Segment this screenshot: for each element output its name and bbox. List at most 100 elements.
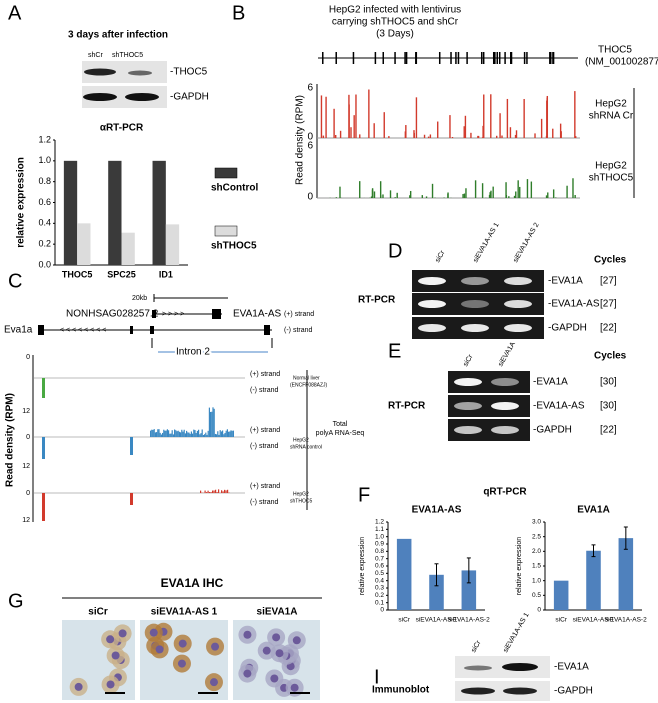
coverage-spike	[166, 429, 168, 437]
coverage-spike	[150, 430, 152, 437]
band	[454, 378, 482, 386]
coverage-spike	[181, 429, 183, 437]
coverage-spike	[555, 197, 557, 198]
coverage-spike	[163, 429, 165, 437]
coverage-spike	[162, 432, 164, 437]
coverage-spike	[209, 491, 211, 493]
method: RT-PCR	[388, 401, 426, 412]
exon	[552, 52, 555, 64]
nucleus	[106, 635, 115, 644]
y-label: Read density (RPM)	[295, 95, 306, 185]
exon	[523, 52, 526, 64]
image-label: siCr	[88, 607, 108, 618]
tick-label: 0	[307, 132, 313, 143]
coverage-spike	[421, 195, 424, 198]
bar	[553, 580, 569, 610]
y-tick-label: 1.0	[38, 155, 51, 165]
exon	[404, 52, 406, 64]
coverage-spike	[370, 196, 373, 198]
coverage-spike	[206, 492, 208, 493]
coverage-spike	[382, 194, 384, 198]
coverage-spike	[227, 489, 229, 493]
nucleus	[275, 649, 284, 658]
coverage-spike	[230, 430, 232, 437]
gene-model	[322, 52, 555, 64]
exon	[455, 52, 457, 64]
band	[128, 70, 152, 76]
nucleus	[155, 645, 164, 654]
coverage-spike	[213, 408, 215, 437]
lane-label: shCr	[88, 52, 103, 59]
coverage-spike	[178, 431, 180, 437]
coverage-spike	[509, 127, 512, 138]
band	[461, 687, 495, 695]
track-label: shTHOC5	[589, 173, 634, 184]
exon	[494, 52, 496, 64]
coverage-spike	[216, 434, 218, 437]
coverage-spike	[206, 434, 208, 437]
band-label: -THOC5	[170, 67, 208, 78]
coverage-spike	[413, 130, 415, 138]
band	[83, 93, 117, 101]
y-tick-label: 0.1	[375, 599, 384, 606]
nucleus	[262, 646, 271, 655]
y-tick-label: 0.8	[38, 176, 51, 186]
gel	[412, 270, 544, 339]
gel-strip	[448, 371, 530, 393]
coverage-spike	[534, 133, 536, 138]
coverage-spike	[192, 433, 194, 437]
coverage-spike	[496, 135, 498, 138]
band	[461, 324, 489, 332]
y-tick-label: 1.0	[375, 533, 384, 540]
band	[454, 426, 482, 434]
lane-label: siEVA1A-AS 2	[512, 222, 540, 264]
coverage-spike	[171, 430, 173, 437]
nucleus	[243, 630, 252, 639]
coverage-spike	[575, 136, 577, 138]
exon	[480, 52, 483, 64]
y-tick-label: 1.2	[38, 134, 51, 144]
coverage-spike	[437, 121, 439, 138]
coverage-spike	[447, 193, 449, 198]
lane-label: siCr	[470, 639, 483, 654]
coverage-spike	[153, 429, 155, 437]
ihc-images	[62, 620, 320, 700]
coverage-spike	[463, 193, 466, 198]
bar	[396, 538, 412, 610]
title: qRT-PCR	[483, 487, 527, 498]
x-tick-label: siCr	[398, 617, 410, 624]
coverage-spike	[394, 197, 396, 198]
tick-label: 0	[26, 354, 30, 361]
coverage-spike	[339, 186, 341, 198]
coverage-spike	[547, 192, 549, 198]
band	[125, 93, 159, 101]
y-tick-label: 1.1	[375, 526, 384, 533]
coverage-spike	[523, 98, 525, 138]
coverage-spike	[499, 113, 501, 138]
legend-label: shTHOC5	[211, 241, 257, 252]
coverage-spike	[215, 489, 217, 493]
coverage-spike	[383, 112, 385, 138]
coverage-spike	[508, 196, 510, 198]
coverage-spike	[130, 437, 133, 455]
band	[502, 663, 538, 671]
coverage-spike	[210, 492, 212, 493]
exon	[438, 52, 441, 64]
x-tick-label: THOC5	[62, 269, 93, 279]
coverage-spike	[207, 490, 209, 493]
coverage-spike	[175, 430, 177, 437]
y-label: Read density (RPM)	[5, 393, 16, 487]
exon	[549, 52, 551, 64]
y-label: relative expression	[16, 157, 27, 248]
exon	[264, 325, 270, 335]
coverage-spike	[552, 128, 554, 138]
coverage-spike	[225, 430, 227, 437]
coverage-spike	[373, 191, 376, 198]
exon	[498, 52, 501, 64]
blot	[82, 86, 167, 108]
coverage-spike	[474, 180, 477, 198]
coverage-spike	[157, 429, 159, 437]
band	[464, 665, 492, 671]
coverage-spike	[443, 197, 445, 198]
exon	[405, 52, 408, 64]
